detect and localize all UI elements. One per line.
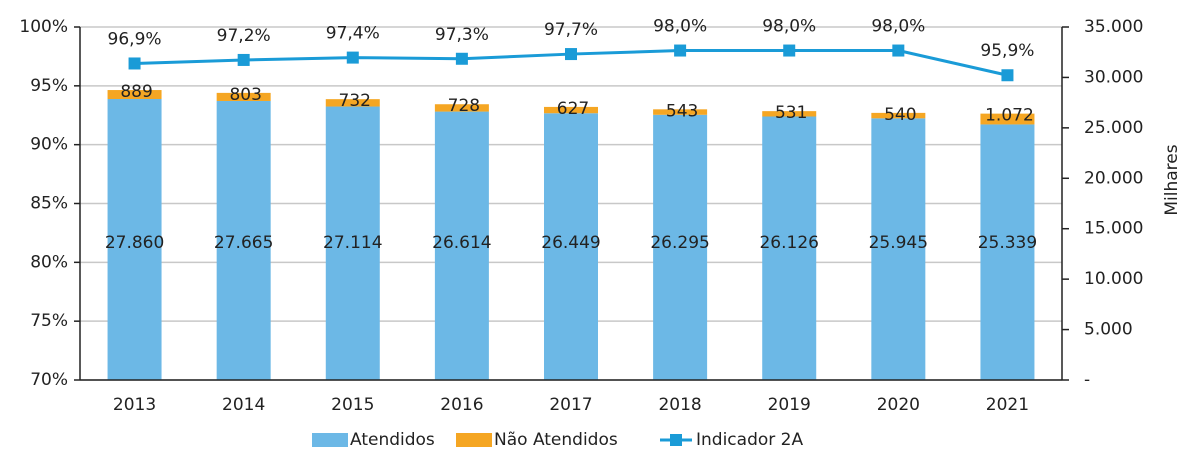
data-label: 97,3% xyxy=(435,25,489,45)
data-label: 531 xyxy=(775,103,807,123)
data-label: 98,0% xyxy=(871,17,925,37)
bar xyxy=(980,124,1035,381)
y2-axis-label: Milhares xyxy=(1162,144,1182,215)
data-label: 27.860 xyxy=(105,233,164,253)
bar xyxy=(871,112,926,119)
data-label: 97,2% xyxy=(217,26,271,46)
data-label: 98,0% xyxy=(762,17,816,37)
bar xyxy=(544,113,598,380)
y-tick-label: 100% xyxy=(19,17,68,37)
data-label: 26.295 xyxy=(650,233,709,253)
data-label: 728 xyxy=(448,96,480,116)
bar xyxy=(325,99,380,107)
x-tick-label: 2015 xyxy=(331,395,374,415)
y-tick-label: 70% xyxy=(30,370,68,390)
x-tick-label: 2018 xyxy=(658,395,701,415)
y2-tick-label: 5.000 xyxy=(1084,320,1133,340)
data-label: 95,9% xyxy=(980,41,1034,61)
x-tick-label: 2014 xyxy=(222,395,265,415)
x-tick-label: 2021 xyxy=(986,395,1029,415)
bar xyxy=(216,92,271,101)
data-label: 543 xyxy=(666,101,698,121)
x-tick-label: 2020 xyxy=(877,395,920,415)
y-tick-label: 80% xyxy=(30,252,68,272)
data-label: 26.126 xyxy=(759,233,818,253)
data-label: 803 xyxy=(229,85,261,105)
legend-label: Não Atendidos xyxy=(494,430,618,450)
marker xyxy=(783,44,796,57)
y2-tick-label: - xyxy=(1084,370,1090,390)
y-tick-label: 95% xyxy=(30,76,68,96)
y-tick-label: 75% xyxy=(30,311,68,331)
marker xyxy=(1001,69,1014,82)
data-label: 27.114 xyxy=(323,233,382,253)
bar xyxy=(544,106,598,114)
legend-swatch xyxy=(456,433,492,447)
y2-tick-label: 15.000 xyxy=(1084,219,1143,239)
data-label: 25.339 xyxy=(978,233,1037,253)
data-label: 26.614 xyxy=(432,233,491,253)
data-label: 97,4% xyxy=(326,24,380,44)
marker xyxy=(128,57,141,70)
x-tick-label: 2016 xyxy=(440,395,483,415)
legend-swatch xyxy=(312,433,348,447)
bar xyxy=(434,111,489,380)
y2-tick-label: 10.000 xyxy=(1084,269,1143,289)
x-tick-label: 2013 xyxy=(113,395,156,415)
legend-swatch xyxy=(670,434,682,446)
bar xyxy=(216,100,271,381)
marker xyxy=(565,48,577,61)
marker xyxy=(892,44,905,57)
bar xyxy=(871,118,926,380)
bar xyxy=(325,106,380,380)
y2-tick-label: 35.000 xyxy=(1084,17,1143,37)
bar xyxy=(434,104,489,112)
marker xyxy=(674,44,687,57)
legend-label: Indicador 2A xyxy=(696,430,803,450)
x-tick-label: 2019 xyxy=(768,395,811,415)
bar xyxy=(980,113,1035,125)
marker xyxy=(346,51,359,64)
data-label: 98,0% xyxy=(653,17,707,37)
legend-label: Atendidos xyxy=(350,430,435,450)
data-label: 96,9% xyxy=(108,29,162,49)
data-label: 27.665 xyxy=(214,233,273,253)
marker xyxy=(455,52,468,65)
data-label: 889 xyxy=(120,82,152,102)
data-label: 26.449 xyxy=(541,233,600,253)
bar xyxy=(653,109,708,115)
y-tick-label: 85% xyxy=(30,194,68,214)
bar xyxy=(653,114,708,380)
data-label: 25.945 xyxy=(869,233,928,253)
bar xyxy=(762,116,817,381)
y2-tick-label: 20.000 xyxy=(1084,168,1143,188)
y2-tick-label: 30.000 xyxy=(1084,67,1143,87)
x-tick-label: 2017 xyxy=(549,395,592,415)
y2-tick-label: 25.000 xyxy=(1084,118,1143,138)
data-label: 540 xyxy=(884,105,916,125)
data-label: 627 xyxy=(557,99,589,119)
bar xyxy=(107,90,162,100)
y-tick-label: 90% xyxy=(30,135,68,155)
marker xyxy=(237,53,250,66)
data-label: 732 xyxy=(339,91,371,111)
bar xyxy=(762,111,817,117)
data-label: 1.072 xyxy=(985,106,1034,126)
bar xyxy=(107,99,162,381)
data-label: 97,7% xyxy=(544,20,598,40)
